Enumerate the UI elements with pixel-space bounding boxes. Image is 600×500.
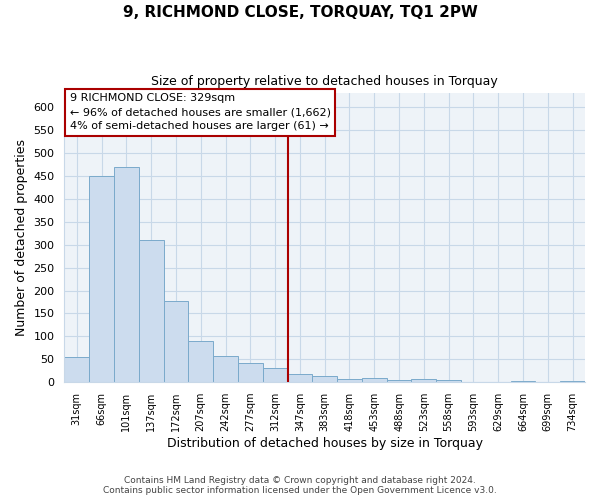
Bar: [89, 176, 114, 382]
Bar: [511, 381, 535, 382]
X-axis label: Distribution of detached houses by size in Torquay: Distribution of detached houses by size …: [167, 437, 483, 450]
Bar: [213, 356, 238, 382]
Bar: [263, 368, 287, 382]
Bar: [386, 380, 412, 382]
Bar: [436, 380, 461, 382]
Y-axis label: Number of detached properties: Number of detached properties: [15, 140, 28, 336]
Bar: [337, 380, 362, 382]
Title: Size of property relative to detached houses in Torquay: Size of property relative to detached ho…: [151, 75, 498, 88]
Bar: [238, 363, 263, 382]
Bar: [139, 240, 164, 382]
Text: 9, RICHMOND CLOSE, TORQUAY, TQ1 2PW: 9, RICHMOND CLOSE, TORQUAY, TQ1 2PW: [122, 5, 478, 20]
Bar: [412, 378, 436, 382]
Bar: [188, 341, 213, 382]
Bar: [313, 376, 337, 382]
Bar: [287, 374, 313, 382]
Text: 9 RICHMOND CLOSE: 329sqm
← 96% of detached houses are smaller (1,662)
4% of semi: 9 RICHMOND CLOSE: 329sqm ← 96% of detach…: [70, 94, 331, 132]
Bar: [164, 300, 188, 382]
Text: Contains HM Land Registry data © Crown copyright and database right 2024.
Contai: Contains HM Land Registry data © Crown c…: [103, 476, 497, 495]
Bar: [64, 357, 89, 382]
Bar: [362, 378, 386, 382]
Bar: [114, 166, 139, 382]
